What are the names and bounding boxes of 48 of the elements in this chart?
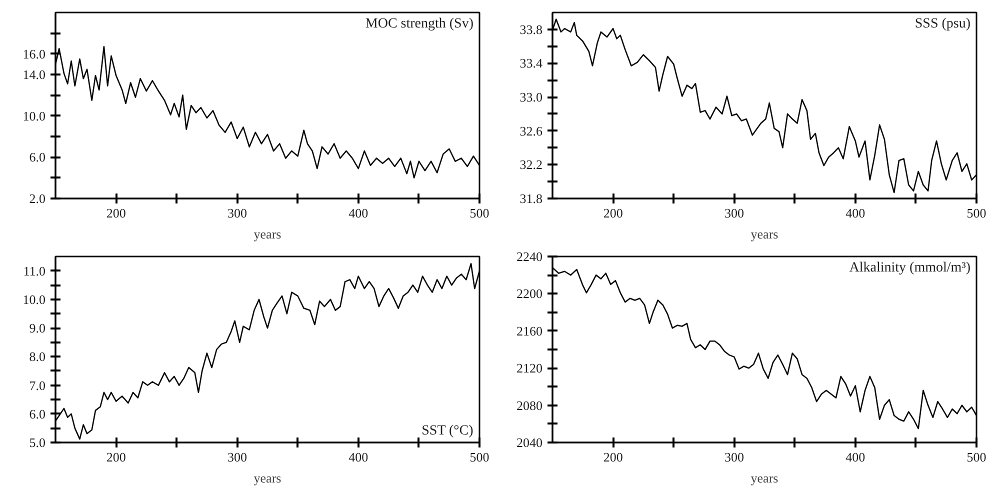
y-tick-label: 6.0 [29, 150, 46, 165]
y-tick-label: 11.0 [23, 263, 46, 278]
y-tick-label: 9.0 [29, 320, 46, 336]
x-axis-title: years [750, 470, 778, 486]
y-tick-label: 14.0 [22, 67, 46, 82]
x-tick-label: 500 [966, 206, 986, 220]
y-tick-label: 16.0 [22, 46, 46, 62]
x-tick-label: 200 [106, 450, 126, 464]
y-tick-label: 33.0 [520, 90, 542, 105]
y-tick-label: 6.0 [29, 406, 46, 422]
x-tick-label: 400 [846, 206, 866, 220]
x-tick-label: 300 [227, 450, 247, 464]
chart-title: MOC strength (Sv) [365, 16, 474, 32]
x-tick-label: 200 [603, 206, 623, 220]
y-tick-label: 2080 [516, 398, 542, 413]
x-tick-label: 200 [106, 206, 126, 220]
y-tick-label: 2240 [516, 249, 542, 264]
y-tick-label: 2040 [516, 435, 542, 450]
y-tick-label: 5.0 [29, 435, 46, 450]
x-tick-label: 400 [348, 206, 368, 220]
chart-title: SSS (psu) [914, 16, 971, 32]
x-tick-label: 300 [227, 206, 247, 220]
y-tick-label: 2120 [516, 360, 542, 376]
y-tick-label: 10.0 [22, 292, 46, 307]
y-tick-label: 2160 [516, 323, 542, 338]
text: SST (°C) [422, 424, 474, 438]
y-tick-label: 8.0 [29, 349, 46, 364]
x-tick-label: 200 [603, 450, 623, 464]
y-tick-label: 32.6 [520, 123, 543, 138]
y-tick-label: 31.8 [520, 191, 542, 206]
x-tick-label: 500 [470, 450, 490, 464]
x-axis-title: years [750, 226, 778, 242]
x-tick-label: 300 [724, 450, 744, 464]
y-tick-label: 33.8 [520, 22, 542, 37]
x-axis-title: years [254, 226, 282, 242]
chart-title: Alkalinity (mmol/m³) [849, 260, 971, 276]
y-tick-label: 7.0 [29, 378, 46, 393]
y-tick-label: 10.0 [22, 108, 46, 124]
x-tick-label: 300 [724, 206, 744, 220]
x-axis-title: years [254, 470, 282, 486]
y-tick-label: 33.4 [520, 56, 543, 71]
y-tick-label: 32.2 [520, 157, 542, 172]
y-tick-label: 2200 [516, 286, 542, 302]
x-tick-label: 400 [348, 450, 368, 464]
x-tick-label: 400 [846, 450, 866, 464]
x-tick-label: 500 [966, 450, 986, 464]
x-tick-label: 500 [470, 206, 490, 220]
y-tick-label: 2.0 [29, 191, 46, 206]
